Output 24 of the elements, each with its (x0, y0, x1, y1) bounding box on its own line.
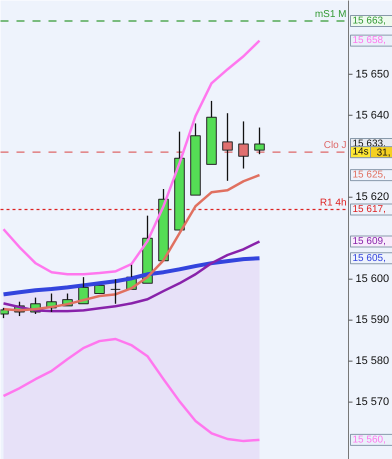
y-tick-label: 15 650 (356, 68, 390, 80)
y-tick-label: 15 600 (356, 273, 390, 286)
y-tick-label: 15 640 (356, 109, 390, 122)
text: 15 560, (352, 434, 386, 446)
ref-line-label: mS1 M (314, 8, 346, 20)
line-series (2, 240, 261, 312)
text: 15 625, (352, 170, 386, 181)
text: 15 605, (352, 252, 386, 264)
ref-line-label: R1 4h (320, 198, 347, 209)
text: 14s (352, 146, 369, 158)
text: 31, (376, 148, 391, 159)
text: 15 663, (352, 15, 386, 26)
line-series (2, 39, 261, 276)
text: 15 617, (352, 204, 386, 216)
y-tick-label: 15 570 (356, 396, 390, 408)
y-tick-label: 15 580 (356, 355, 390, 368)
candlestick (110, 278, 121, 304)
candlestick (238, 120, 249, 170)
line-series (2, 338, 261, 442)
y-tick-label: 15 590 (356, 314, 390, 326)
y-tick-label: 15 620 (356, 191, 390, 204)
text: 15 609, (352, 236, 386, 247)
ref-line-label: Clo J (324, 140, 347, 152)
text: 15 658, (352, 35, 386, 46)
